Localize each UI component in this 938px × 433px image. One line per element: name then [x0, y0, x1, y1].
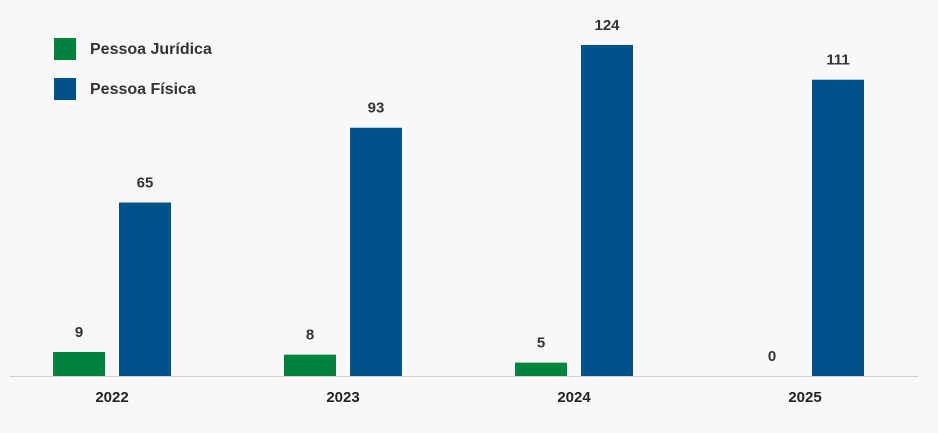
value-label: 8: [306, 327, 314, 344]
legend-label: Pessoa Jurídica: [90, 41, 212, 58]
value-label: 93: [368, 100, 385, 117]
x-tick-label: 2025: [788, 389, 821, 406]
legend-swatch: [54, 78, 76, 100]
legend-label: Pessoa Física: [90, 81, 196, 98]
value-label: 0: [768, 348, 776, 365]
bar: [350, 127, 402, 376]
x-tick-label: 2023: [326, 389, 359, 406]
bar: [119, 202, 171, 376]
bar: [812, 79, 864, 377]
x-tick-label: 2022: [95, 389, 128, 406]
x-tick-label: 2024: [557, 389, 591, 406]
legend-swatch: [54, 38, 76, 60]
bar: [284, 354, 336, 376]
bar: [53, 351, 105, 376]
value-label: 5: [537, 335, 545, 352]
bar: [515, 362, 567, 376]
value-label: 9: [75, 324, 83, 341]
value-label: 65: [137, 174, 154, 191]
value-label: 124: [594, 17, 620, 34]
bar: [581, 45, 633, 376]
value-label: 111: [826, 52, 849, 69]
